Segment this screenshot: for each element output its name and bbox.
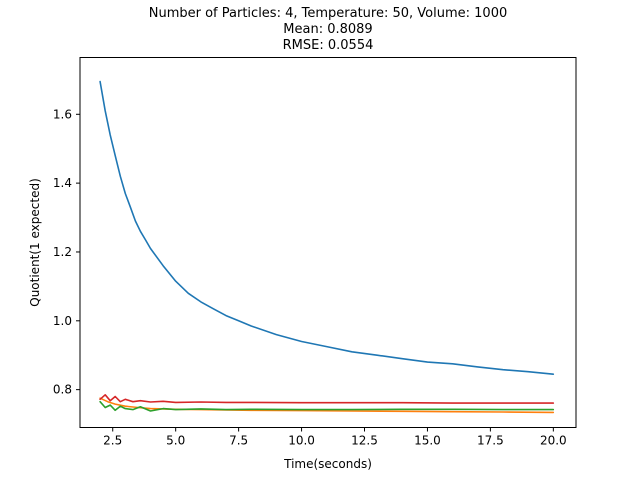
y-tick-label: 0.8	[53, 383, 72, 397]
title-line-1: Number of Particles: 4, Temperature: 50,…	[149, 6, 507, 21]
y-tick-label: 1.2	[53, 245, 72, 259]
chart-title: Number of Particles: 4, Temperature: 50,…	[149, 6, 507, 53]
x-tick-label: 17.5	[477, 434, 504, 448]
y-tick-label: 1.4	[53, 176, 72, 190]
x-tick-label: 15.0	[414, 434, 441, 448]
y-tick-label: 1.0	[53, 314, 72, 328]
x-tick-label: 5.0	[166, 434, 185, 448]
x-tick-label: 7.5	[229, 434, 248, 448]
series-line-3	[99, 400, 555, 412]
series-group	[99, 80, 555, 414]
y-axis-label: Quotient(1 expected)	[28, 178, 42, 307]
series-line-4	[99, 393, 555, 404]
x-axis-label: Time(seconds)	[283, 457, 372, 471]
series-line-1	[99, 80, 555, 376]
x-tick-label: 2.5	[103, 434, 122, 448]
x-tick-label: 20.0	[540, 434, 567, 448]
y-tick-label: 1.6	[53, 107, 72, 121]
x-axis: 2.5 5.0 7.5 10.0 12.5 15.0 17.5 20.0	[103, 427, 567, 448]
plot-frame	[79, 57, 577, 428]
x-tick-label: 12.5	[351, 434, 378, 448]
title-line-3: RMSE: 0.0554	[283, 38, 374, 53]
x-tick-label: 10.0	[288, 434, 315, 448]
title-line-2: Mean: 0.8089	[283, 22, 372, 37]
y-axis: 0.8 1.0 1.2 1.4 1.6	[53, 107, 80, 397]
